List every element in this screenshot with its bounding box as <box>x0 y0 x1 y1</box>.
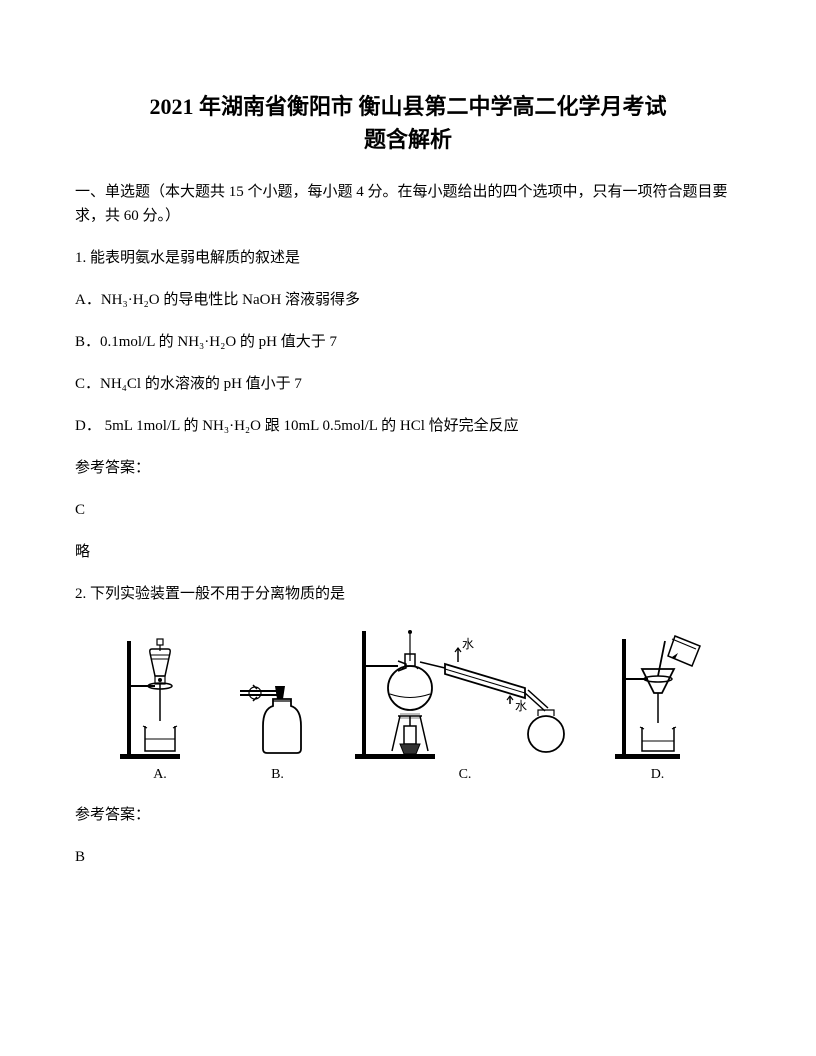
question-2-answer-label: 参考答案： <box>75 803 741 827</box>
water-out-label: 水 <box>462 637 474 651</box>
question-1-option-c: C．NH₄Cl 的水溶液的 pH 值小于 7 <box>75 372 741 396</box>
section-header: 一、单选题（本大题共 15 个小题，每小题 4 分。在每小题给出的四个选项中，只… <box>75 180 741 228</box>
apparatus-c-svg: 水 水 <box>350 626 580 761</box>
apparatus-d-label: D. <box>651 767 665 783</box>
apparatus-c-label: C. <box>459 767 472 783</box>
apparatus-d-svg <box>610 631 705 761</box>
title-line-2: 题含解析 <box>75 123 741 156</box>
water-in-label: 水 <box>515 699 527 713</box>
question-1-answer-label: 参考答案： <box>75 456 741 480</box>
question-1-text: 1. 能表明氨水是弱电解质的叙述是 <box>75 246 741 270</box>
apparatus-d: D. <box>610 631 705 783</box>
page-title: 2021 年湖南省衡阳市 衡山县第二中学高二化学月考试 题含解析 <box>75 90 741 156</box>
apparatus-a-label: A. <box>153 767 167 783</box>
apparatus-b-label: B. <box>271 767 284 783</box>
question-1-answer: C <box>75 498 741 522</box>
question-1-option-d: D． 5mL 1mol/L 的 NH₃·H₂O 跟 10mL 0.5mol/L … <box>75 414 741 438</box>
apparatus-diagram: A. B. <box>115 626 741 783</box>
apparatus-b: B. <box>235 671 320 783</box>
apparatus-a: A. <box>115 631 205 783</box>
question-1-option-b: B．0.1mol/L 的 NH₃·H₂O 的 pH 值大于 7 <box>75 330 741 354</box>
apparatus-a-svg <box>115 631 205 761</box>
apparatus-c: 水 水 C. <box>350 626 580 783</box>
apparatus-b-svg <box>235 671 320 761</box>
question-2-text: 2. 下列实验装置一般不用于分离物质的是 <box>75 582 741 606</box>
title-line-1: 2021 年湖南省衡阳市 衡山县第二中学高二化学月考试 <box>75 90 741 123</box>
question-1-explanation: 略 <box>75 540 741 564</box>
question-2-answer: B <box>75 845 741 869</box>
question-1-option-a: A．NH₃·H₂O 的导电性比 NaOH 溶液弱得多 <box>75 288 741 312</box>
